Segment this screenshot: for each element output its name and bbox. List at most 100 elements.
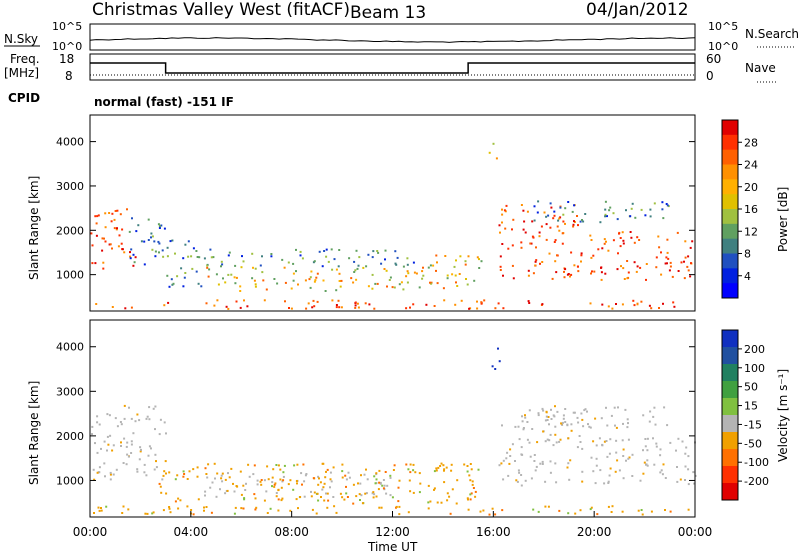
cell-power-5 bbox=[480, 260, 483, 263]
cell-velocity-3 bbox=[544, 505, 547, 508]
cell-power-3 bbox=[352, 281, 355, 284]
cell-velocity-2 bbox=[316, 492, 319, 495]
freq-panel bbox=[89, 53, 696, 81]
cell-velocity-3 bbox=[144, 512, 147, 515]
cell-velocity-5 bbox=[520, 446, 523, 449]
cell-power-3 bbox=[316, 272, 319, 275]
cell-velocity-2 bbox=[455, 502, 458, 505]
cell-power-10 bbox=[557, 219, 560, 222]
cell-velocity-5 bbox=[518, 471, 521, 474]
cell-power-8 bbox=[531, 220, 534, 223]
cell-power-0 bbox=[94, 215, 97, 218]
cell-velocity-2 bbox=[474, 490, 477, 493]
colorbar-swatch bbox=[722, 238, 738, 254]
cell-power-5 bbox=[435, 254, 438, 257]
cell-power-2 bbox=[166, 255, 169, 258]
colorbar-swatch bbox=[722, 179, 738, 195]
cell-velocity-0 bbox=[143, 463, 146, 466]
cell-power-8 bbox=[580, 260, 582, 263]
cell-velocity-6 bbox=[655, 442, 658, 445]
colorbar-tick-label: 200 bbox=[744, 343, 765, 356]
cell-velocity-0 bbox=[120, 441, 122, 444]
colorbar-tick-label: 100 bbox=[744, 362, 765, 375]
cell-velocity-1 bbox=[359, 482, 362, 485]
cell-velocity-2 bbox=[436, 501, 439, 504]
cell-velocity-7 bbox=[614, 424, 616, 427]
cell-velocity-5 bbox=[533, 460, 536, 462]
cell-velocity-6 bbox=[655, 445, 658, 448]
cell-velocity-3 bbox=[127, 508, 130, 511]
cell-velocity-2 bbox=[243, 498, 246, 501]
cell-velocity-1 bbox=[224, 492, 227, 495]
cell-velocity-7 bbox=[610, 414, 613, 417]
cell-velocity-2 bbox=[372, 496, 375, 499]
cell-velocity-6 bbox=[595, 444, 598, 447]
cell-velocity-1 bbox=[252, 473, 255, 476]
cell-velocity-0 bbox=[154, 405, 157, 408]
cell-velocity-7 bbox=[589, 426, 592, 429]
cell-velocity-1 bbox=[389, 494, 392, 497]
cell-power-2 bbox=[182, 285, 185, 288]
cell-velocity-2 bbox=[174, 478, 177, 481]
cell-power-6 bbox=[354, 306, 357, 309]
cell-velocity-2 bbox=[196, 475, 199, 478]
cell-velocity-2 bbox=[192, 468, 195, 471]
cell-power-4 bbox=[241, 255, 243, 258]
cell-power-9 bbox=[655, 266, 658, 269]
xtick-label: 04:00 bbox=[174, 525, 209, 539]
cell-power-0 bbox=[91, 244, 94, 247]
cell-velocity-6 bbox=[669, 441, 672, 444]
cell-velocity-0 bbox=[145, 417, 148, 420]
colorbar-tick-label: 24 bbox=[744, 159, 758, 172]
cell-velocity-6 bbox=[592, 440, 595, 443]
cell-power-3 bbox=[374, 282, 377, 285]
cell-velocity-2 bbox=[301, 483, 303, 486]
cell-power-8 bbox=[527, 269, 530, 272]
cell-velocity-3 bbox=[315, 512, 318, 515]
cell-velocity-1 bbox=[300, 472, 303, 475]
ytick-label: 2000 bbox=[56, 224, 84, 237]
colorbar-swatch bbox=[722, 449, 738, 467]
cell-velocity-1 bbox=[221, 472, 224, 475]
cell-power-8 bbox=[561, 242, 564, 245]
cell-velocity-2 bbox=[239, 470, 242, 473]
cell-velocity-6 bbox=[662, 463, 665, 466]
cell-power-9 bbox=[684, 256, 687, 259]
velocity-y-axis: 1000 2000 3000 4000 bbox=[56, 341, 695, 487]
cell-velocity-5 bbox=[559, 438, 562, 441]
cell-velocity-2 bbox=[207, 463, 210, 466]
cell-power-1 bbox=[158, 227, 161, 229]
cell-power-6 bbox=[337, 299, 340, 302]
cell-velocity-2 bbox=[466, 497, 469, 500]
cell-velocity-5 bbox=[578, 435, 581, 437]
cell-velocity-2 bbox=[418, 491, 421, 494]
cell-velocity-0 bbox=[123, 404, 126, 407]
cell-power-1 bbox=[131, 217, 133, 220]
cell-velocity-3 bbox=[664, 509, 666, 511]
cell-power-5 bbox=[453, 265, 456, 268]
cell-power-4 bbox=[270, 253, 273, 255]
cell-power-10 bbox=[616, 218, 619, 221]
cell-velocity-1 bbox=[341, 476, 344, 479]
cell-velocity-5 bbox=[501, 424, 503, 427]
cell-power-1 bbox=[157, 240, 160, 243]
cell-power-6 bbox=[607, 305, 610, 308]
colorbar-tick-label: 28 bbox=[744, 136, 758, 149]
cell-power-3 bbox=[240, 266, 243, 269]
cell-power-9 bbox=[639, 266, 642, 269]
cell-velocity-6 bbox=[642, 472, 645, 475]
cell-power-2 bbox=[166, 274, 169, 277]
cell-velocity-2 bbox=[451, 488, 454, 491]
cell-velocity-5 bbox=[570, 429, 573, 432]
cell-velocity-0 bbox=[98, 423, 101, 426]
cell-power-8 bbox=[523, 220, 526, 223]
cell-velocity-2 bbox=[456, 479, 459, 482]
cell-velocity-0 bbox=[107, 443, 110, 446]
cell-power-9 bbox=[690, 262, 692, 265]
cell-power-6 bbox=[601, 303, 604, 306]
cell-velocity-0 bbox=[91, 433, 93, 436]
cell-velocity-1 bbox=[325, 492, 327, 495]
cell-velocity-2 bbox=[433, 470, 436, 473]
cell-power-8 bbox=[555, 271, 558, 274]
cell-power-9 bbox=[600, 266, 603, 269]
